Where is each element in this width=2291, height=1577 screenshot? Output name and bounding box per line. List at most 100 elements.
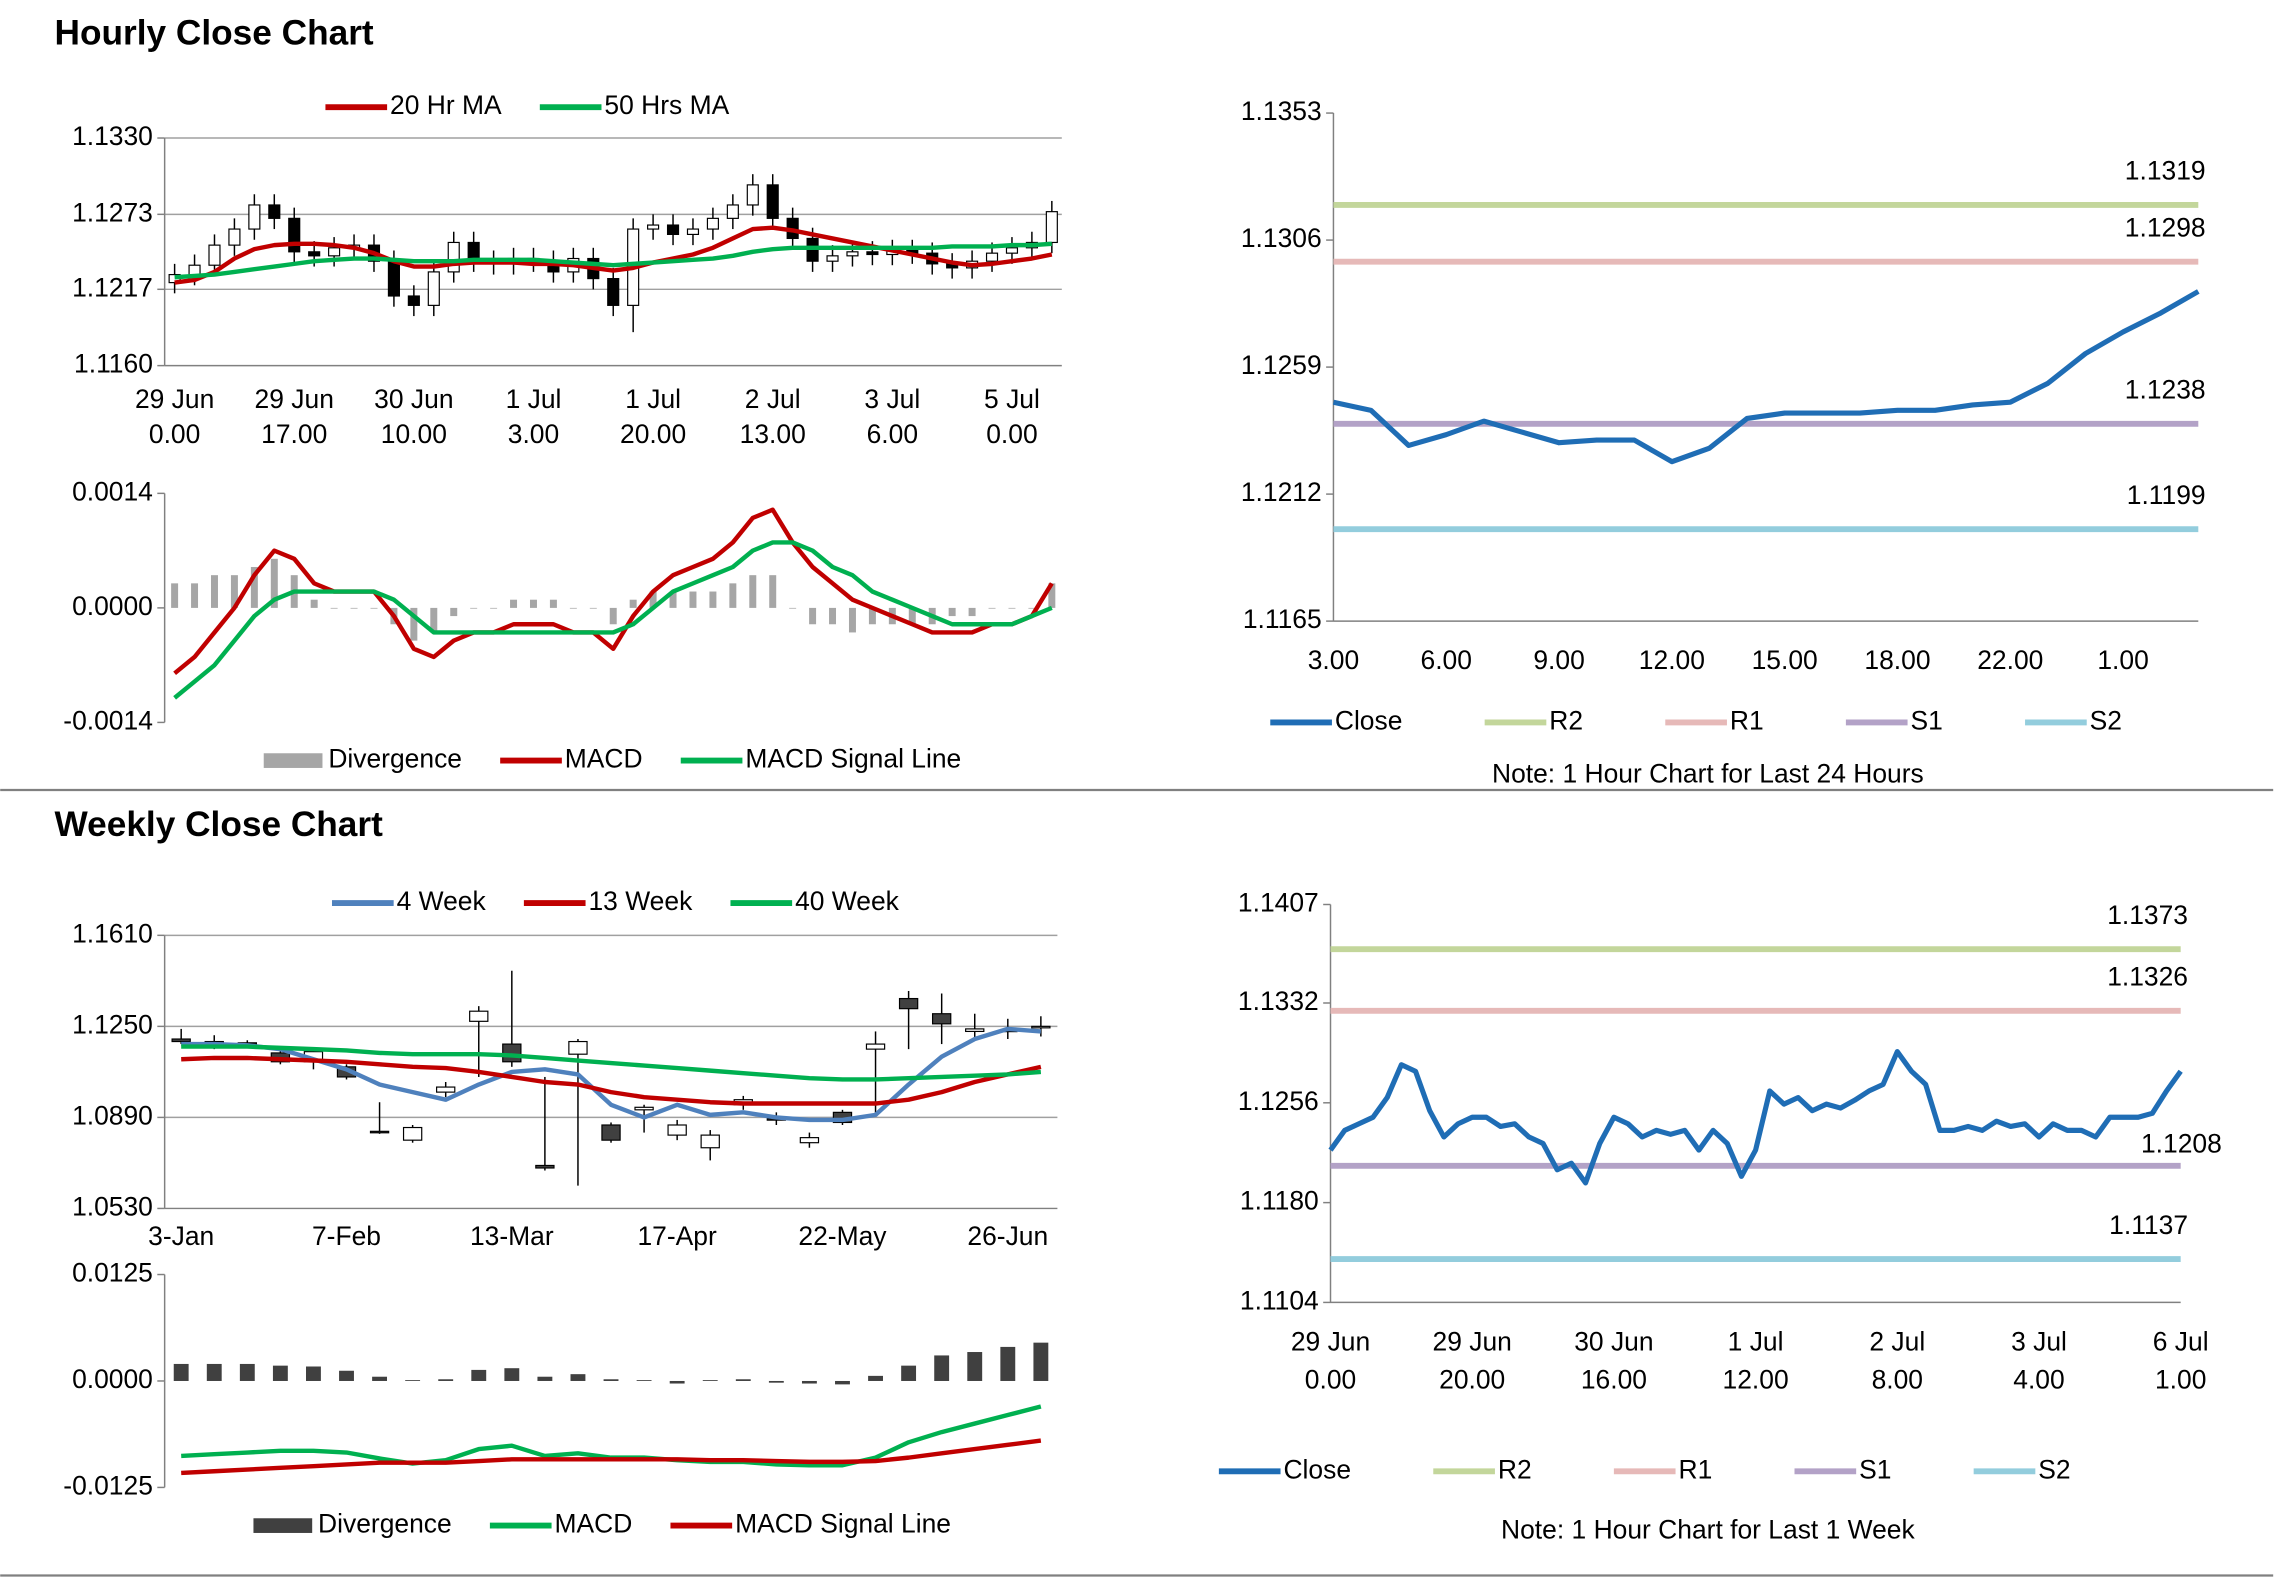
level-label: 1.1208 <box>2141 1128 2222 1158</box>
x-tick-label: 6.00 <box>867 419 918 449</box>
legend-label: S2 <box>2038 1454 2070 1484</box>
legend-label: R2 <box>1498 1454 1532 1484</box>
x-tick-label: 29 Jun <box>135 384 214 414</box>
x-tick-label: 1.00 <box>2097 645 2148 675</box>
divergence-bar <box>835 1380 850 1385</box>
candle-body <box>268 204 281 219</box>
divergence-bar <box>848 607 856 633</box>
divergence-bar <box>471 1369 487 1381</box>
divergence-bar <box>173 1363 189 1381</box>
y-tick-label: 0.0000 <box>72 1364 153 1394</box>
divergence-bar <box>370 607 378 609</box>
series-line <box>1328 1049 2183 1186</box>
x-tick-label: 30 Jun <box>374 384 453 414</box>
series-line <box>181 1044 1042 1082</box>
candle-body <box>799 1137 820 1144</box>
legend: Close R2 R1 S1 S2 <box>1218 1454 2071 1484</box>
y-tick-label: 1.1332 <box>1238 986 1319 1016</box>
divergence-bar <box>702 1380 718 1381</box>
x-tick-label: 15.00 <box>1752 645 1818 675</box>
x-tick-label: 18.00 <box>1864 645 1930 675</box>
x-tick-label: 16.00 <box>1581 1365 1647 1395</box>
divergence-bar <box>239 1363 255 1381</box>
divergence-bar <box>649 591 657 608</box>
series-line <box>1332 289 2200 465</box>
legend-swatch <box>253 1518 313 1533</box>
legend-label: MACD Signal Line <box>745 744 961 774</box>
y-tick-label: -0.0125 <box>63 1470 153 1500</box>
x-tick-label: 26-Jun <box>967 1221 1048 1251</box>
divergence-bar <box>789 607 797 609</box>
x-tick-label: 17.00 <box>261 419 327 449</box>
y-tick-label: -0.0014 <box>63 705 153 735</box>
y-tick-label: 1.1610 <box>72 918 153 948</box>
x-tick-label: 3 Jul <box>864 384 920 414</box>
x-tick-label: 1 Jul <box>506 384 562 414</box>
series-line <box>173 507 1054 676</box>
divergence-bar <box>948 607 956 617</box>
y-tick-label: 1.1306 <box>1241 223 1322 253</box>
legend-label: MACD <box>555 1509 633 1539</box>
legend: Close R2 R1 S1 S2 <box>1270 705 2122 735</box>
legend-label: 13 Week <box>588 886 693 916</box>
divergence-bar <box>908 607 916 625</box>
legend-label: 40 Week <box>795 886 900 916</box>
divergence-bar <box>330 607 338 609</box>
candle-body <box>447 241 460 273</box>
candle-body <box>427 271 440 306</box>
x-tick-label: 13-Mar <box>470 1221 554 1251</box>
divergence-bar <box>230 575 238 608</box>
candle-body <box>700 1134 720 1149</box>
legend-label: R2 <box>1549 705 1583 735</box>
candle-body <box>387 260 400 297</box>
divergence-bar <box>350 607 358 609</box>
divergence-bar <box>310 599 318 608</box>
divergence-bar <box>968 607 976 617</box>
divergence-bar <box>211 575 218 608</box>
divergence-bar <box>250 566 258 608</box>
divergence-bar <box>801 1380 817 1384</box>
candle-body <box>469 1010 489 1022</box>
candle-body <box>535 1164 555 1169</box>
divergence-bar <box>729 583 737 608</box>
candle-body <box>436 1086 456 1093</box>
x-tick-label: 20.00 <box>1439 1365 1505 1395</box>
divergence-bar <box>669 1380 685 1384</box>
legend: Divergence MACD MACD Signal Line <box>263 744 961 774</box>
x-tick-label: 30 Jun <box>1574 1327 1653 1357</box>
x-tick-label: 6.00 <box>1421 645 1472 675</box>
divergence-bar <box>768 1380 784 1383</box>
legend-label: Divergence <box>318 1509 452 1539</box>
divergence-bar <box>636 1380 652 1381</box>
x-tick-label: 0.00 <box>149 419 200 449</box>
y-tick-label: 1.1330 <box>72 121 153 151</box>
legend-label: Divergence <box>328 744 462 774</box>
y-tick-label: 1.1217 <box>72 272 153 302</box>
candle-body <box>726 204 739 219</box>
divergence-bar <box>305 1366 321 1381</box>
legend-label: R1 <box>1678 1454 1712 1484</box>
candle-body <box>898 997 919 1010</box>
divergence-bar <box>1008 607 1016 609</box>
divergence-bar <box>339 1370 354 1381</box>
x-tick-label: 12.00 <box>1639 645 1705 675</box>
candle-body <box>1005 247 1019 254</box>
x-tick-label: 5 Jul <box>984 384 1040 414</box>
candle-body <box>607 278 620 306</box>
y-tick-label: 0.0000 <box>72 591 153 621</box>
y-tick-label: 1.1407 <box>1238 887 1319 917</box>
y-tick-label: 1.1250 <box>72 1009 153 1039</box>
divergence-bar <box>549 599 557 608</box>
x-tick-label: 1.00 <box>2155 1365 2206 1395</box>
x-tick-label: 0.00 <box>1305 1365 1356 1395</box>
legend: Divergence MACD MACD Signal Line <box>253 1509 951 1539</box>
x-tick-label: 3.00 <box>508 419 559 449</box>
divergence-bar <box>1028 607 1036 609</box>
candle-body <box>965 1028 985 1033</box>
candle-body <box>1045 211 1058 244</box>
candle-body <box>985 252 999 262</box>
candle-body <box>706 217 719 230</box>
x-tick-label: 0.00 <box>986 419 1037 449</box>
divergence-bar <box>868 1375 883 1381</box>
